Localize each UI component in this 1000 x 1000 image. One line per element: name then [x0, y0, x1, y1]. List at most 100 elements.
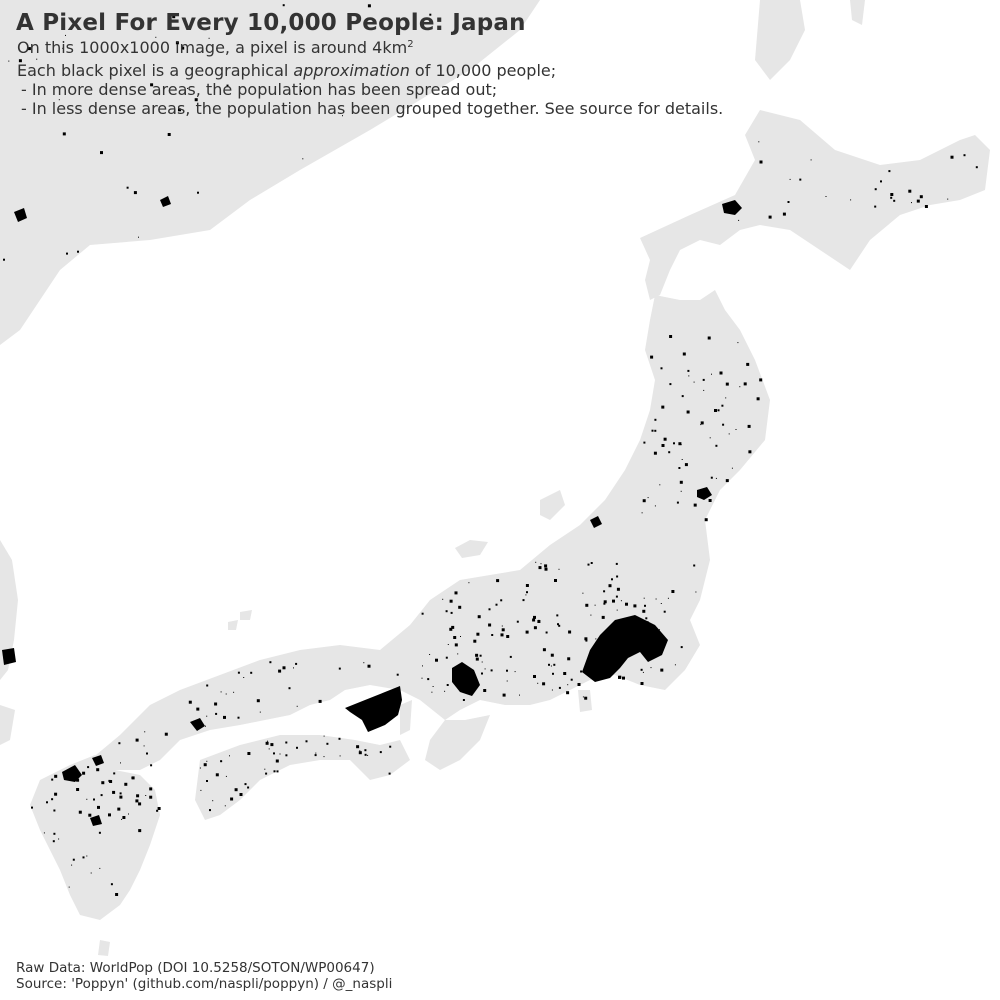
population-pixel: [501, 628, 505, 632]
population-pixel: [188, 700, 192, 704]
population-pixel: [58, 838, 60, 840]
population-pixel: [124, 782, 128, 786]
population-pixel: [100, 794, 103, 797]
population-pixel: [582, 592, 584, 594]
population-pixel: [396, 673, 399, 676]
population-pixel: [693, 564, 696, 567]
population-pixel: [431, 691, 433, 693]
oki-islands: [455, 540, 488, 558]
population-pixel: [53, 832, 56, 835]
population-pixel: [615, 647, 618, 650]
population-pixel: [584, 696, 588, 700]
population-pixel: [367, 754, 369, 756]
population-pixel: [538, 566, 542, 570]
population-pixel: [76, 778, 80, 782]
population-pixel: [618, 675, 622, 679]
population-pixel: [874, 188, 877, 191]
population-pixel: [300, 89, 302, 92]
population-pixel: [126, 186, 129, 189]
population-pixel: [758, 141, 760, 143]
population-pixel: [645, 617, 648, 620]
population-pixel: [544, 567, 548, 571]
fukuoka-population-blob: [62, 765, 82, 782]
population-pixel: [640, 668, 643, 671]
population-pixel: [616, 609, 618, 611]
population-pixel: [746, 362, 750, 366]
population-pixel: [659, 484, 661, 486]
population-pixel: [660, 367, 663, 370]
population-pixel: [86, 798, 88, 800]
population-pixel: [285, 741, 288, 744]
population-pixel: [120, 762, 121, 764]
population-pixel: [587, 563, 590, 566]
population-pixel: [295, 662, 298, 665]
population-pixel: [680, 646, 683, 649]
population-pixel: [421, 677, 423, 679]
population-pixel: [233, 691, 235, 693]
population-pixel: [72, 858, 75, 861]
population-pixel: [681, 459, 683, 460]
population-pixel: [950, 155, 954, 159]
small-island-b: [228, 620, 238, 630]
population-pixel: [460, 676, 461, 678]
population-pixel: [738, 219, 740, 221]
population-pixel: [43, 832, 45, 834]
population-pixel: [342, 115, 343, 117]
population-pixel: [54, 774, 58, 778]
population-pixel: [642, 499, 646, 503]
population-pixel: [135, 738, 139, 742]
population-pixel: [660, 603, 662, 604]
population-pixel: [427, 678, 430, 681]
population-pixel: [566, 691, 570, 695]
population-pixel: [256, 699, 260, 703]
awaji-island: [400, 700, 412, 735]
population-pixel: [220, 760, 223, 763]
population-pixel: [145, 795, 147, 796]
population-pixel: [269, 661, 272, 664]
population-pixel: [669, 383, 672, 386]
population-pixel: [611, 578, 613, 581]
population-pixel: [488, 608, 491, 611]
population-pixel: [359, 750, 361, 752]
population-pixel: [315, 752, 317, 754]
mainland-city-blob-c: [160, 196, 171, 207]
population-pixel: [156, 809, 159, 812]
population-pixel: [551, 689, 553, 691]
osaka-population-blob: [345, 686, 402, 732]
population-layer: [2, 4, 978, 896]
population-pixel: [225, 775, 227, 777]
population-pixel: [661, 405, 665, 409]
population-pixel: [215, 712, 218, 715]
population-pixel: [203, 763, 207, 767]
population-pixel: [702, 378, 705, 381]
population-pixel: [680, 490, 682, 492]
population-pixel: [522, 599, 525, 602]
population-pixel: [747, 424, 751, 428]
kitakyushu-population-blob: [92, 755, 104, 766]
population-pixel: [215, 773, 219, 777]
population-pixel: [288, 687, 291, 690]
population-pixel: [658, 629, 660, 631]
population-pixel: [874, 205, 877, 208]
population-pixel: [388, 772, 391, 775]
population-pixel: [722, 423, 725, 426]
population-pixel: [119, 795, 123, 799]
population-pixel: [110, 883, 113, 886]
population-pixel: [704, 518, 708, 522]
population-pixel: [265, 772, 268, 775]
population-pixel: [237, 716, 240, 719]
population-pixel: [888, 170, 891, 173]
population-pixel: [584, 637, 588, 641]
population-pixel: [144, 731, 146, 733]
population-pixel: [616, 632, 620, 636]
southern-island: [98, 940, 110, 956]
population-pixel: [654, 429, 657, 432]
population-pixel: [567, 657, 571, 661]
population-pixel: [115, 893, 119, 896]
sendai-population-blob: [697, 487, 712, 500]
population-pixel: [82, 856, 85, 859]
population-pixel: [537, 682, 539, 684]
population-pixel: [594, 604, 596, 606]
population-pixel: [149, 795, 153, 799]
population-pixel: [603, 600, 607, 604]
